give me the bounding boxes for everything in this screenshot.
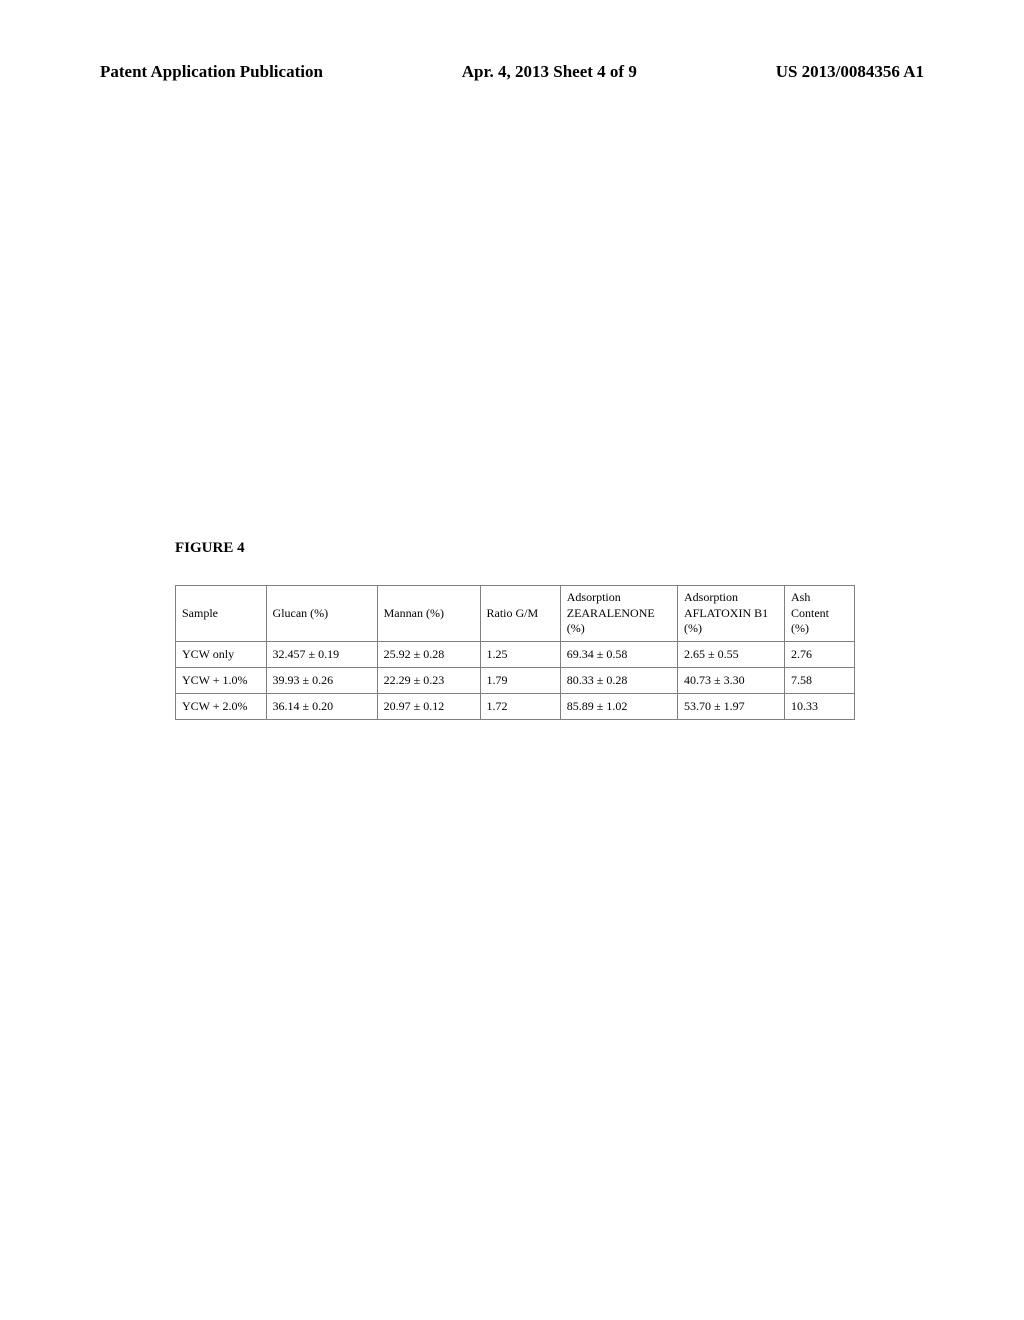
- table-cell: 22.29 ± 0.23: [377, 667, 480, 693]
- table-cell: 32.457 ± 0.19: [266, 641, 377, 667]
- header-left: Patent Application Publication: [100, 62, 323, 82]
- table-cell: 85.89 ± 1.02: [560, 693, 677, 719]
- table-row: YCW only 32.457 ± 0.19 25.92 ± 0.28 1.25…: [176, 641, 855, 667]
- table-header-row: Sample Glucan (%) Mannan (%) Ratio G/M A…: [176, 586, 855, 642]
- table-cell: 10.33: [785, 693, 855, 719]
- table-cell: 25.92 ± 0.28: [377, 641, 480, 667]
- table-cell: 39.93 ± 0.26: [266, 667, 377, 693]
- figure-label: FIGURE 4: [175, 540, 245, 557]
- header-right: US 2013/0084356 A1: [776, 62, 924, 82]
- col-header: Adsorption ZEARALENONE (%): [560, 586, 677, 642]
- table-cell: 1.72: [480, 693, 560, 719]
- table-cell: 1.25: [480, 641, 560, 667]
- table-cell: 53.70 ± 1.97: [678, 693, 785, 719]
- table-row: YCW + 2.0% 36.14 ± 0.20 20.97 ± 0.12 1.7…: [176, 693, 855, 719]
- table-cell: 1.79: [480, 667, 560, 693]
- table-cell: YCW only: [176, 641, 267, 667]
- table-cell: 7.58: [785, 667, 855, 693]
- header-center: Apr. 4, 2013 Sheet 4 of 9: [462, 62, 637, 82]
- table-cell: 36.14 ± 0.20: [266, 693, 377, 719]
- table-cell: 2.65 ± 0.55: [678, 641, 785, 667]
- col-header: Sample: [176, 586, 267, 642]
- col-header: Glucan (%): [266, 586, 377, 642]
- col-header: Ash Content (%): [785, 586, 855, 642]
- col-header: Adsorption AFLATOXIN B1 (%): [678, 586, 785, 642]
- table-cell: 69.34 ± 0.58: [560, 641, 677, 667]
- col-header: Ratio G/M: [480, 586, 560, 642]
- table-cell: 2.76: [785, 641, 855, 667]
- table-row: YCW + 1.0% 39.93 ± 0.26 22.29 ± 0.23 1.7…: [176, 667, 855, 693]
- data-table: Sample Glucan (%) Mannan (%) Ratio G/M A…: [175, 585, 855, 720]
- table-cell: 80.33 ± 0.28: [560, 667, 677, 693]
- table-cell: YCW + 1.0%: [176, 667, 267, 693]
- page-header: Patent Application Publication Apr. 4, 2…: [0, 62, 1024, 82]
- table-cell: YCW + 2.0%: [176, 693, 267, 719]
- table-cell: 40.73 ± 3.30: [678, 667, 785, 693]
- table-cell: 20.97 ± 0.12: [377, 693, 480, 719]
- col-header: Mannan (%): [377, 586, 480, 642]
